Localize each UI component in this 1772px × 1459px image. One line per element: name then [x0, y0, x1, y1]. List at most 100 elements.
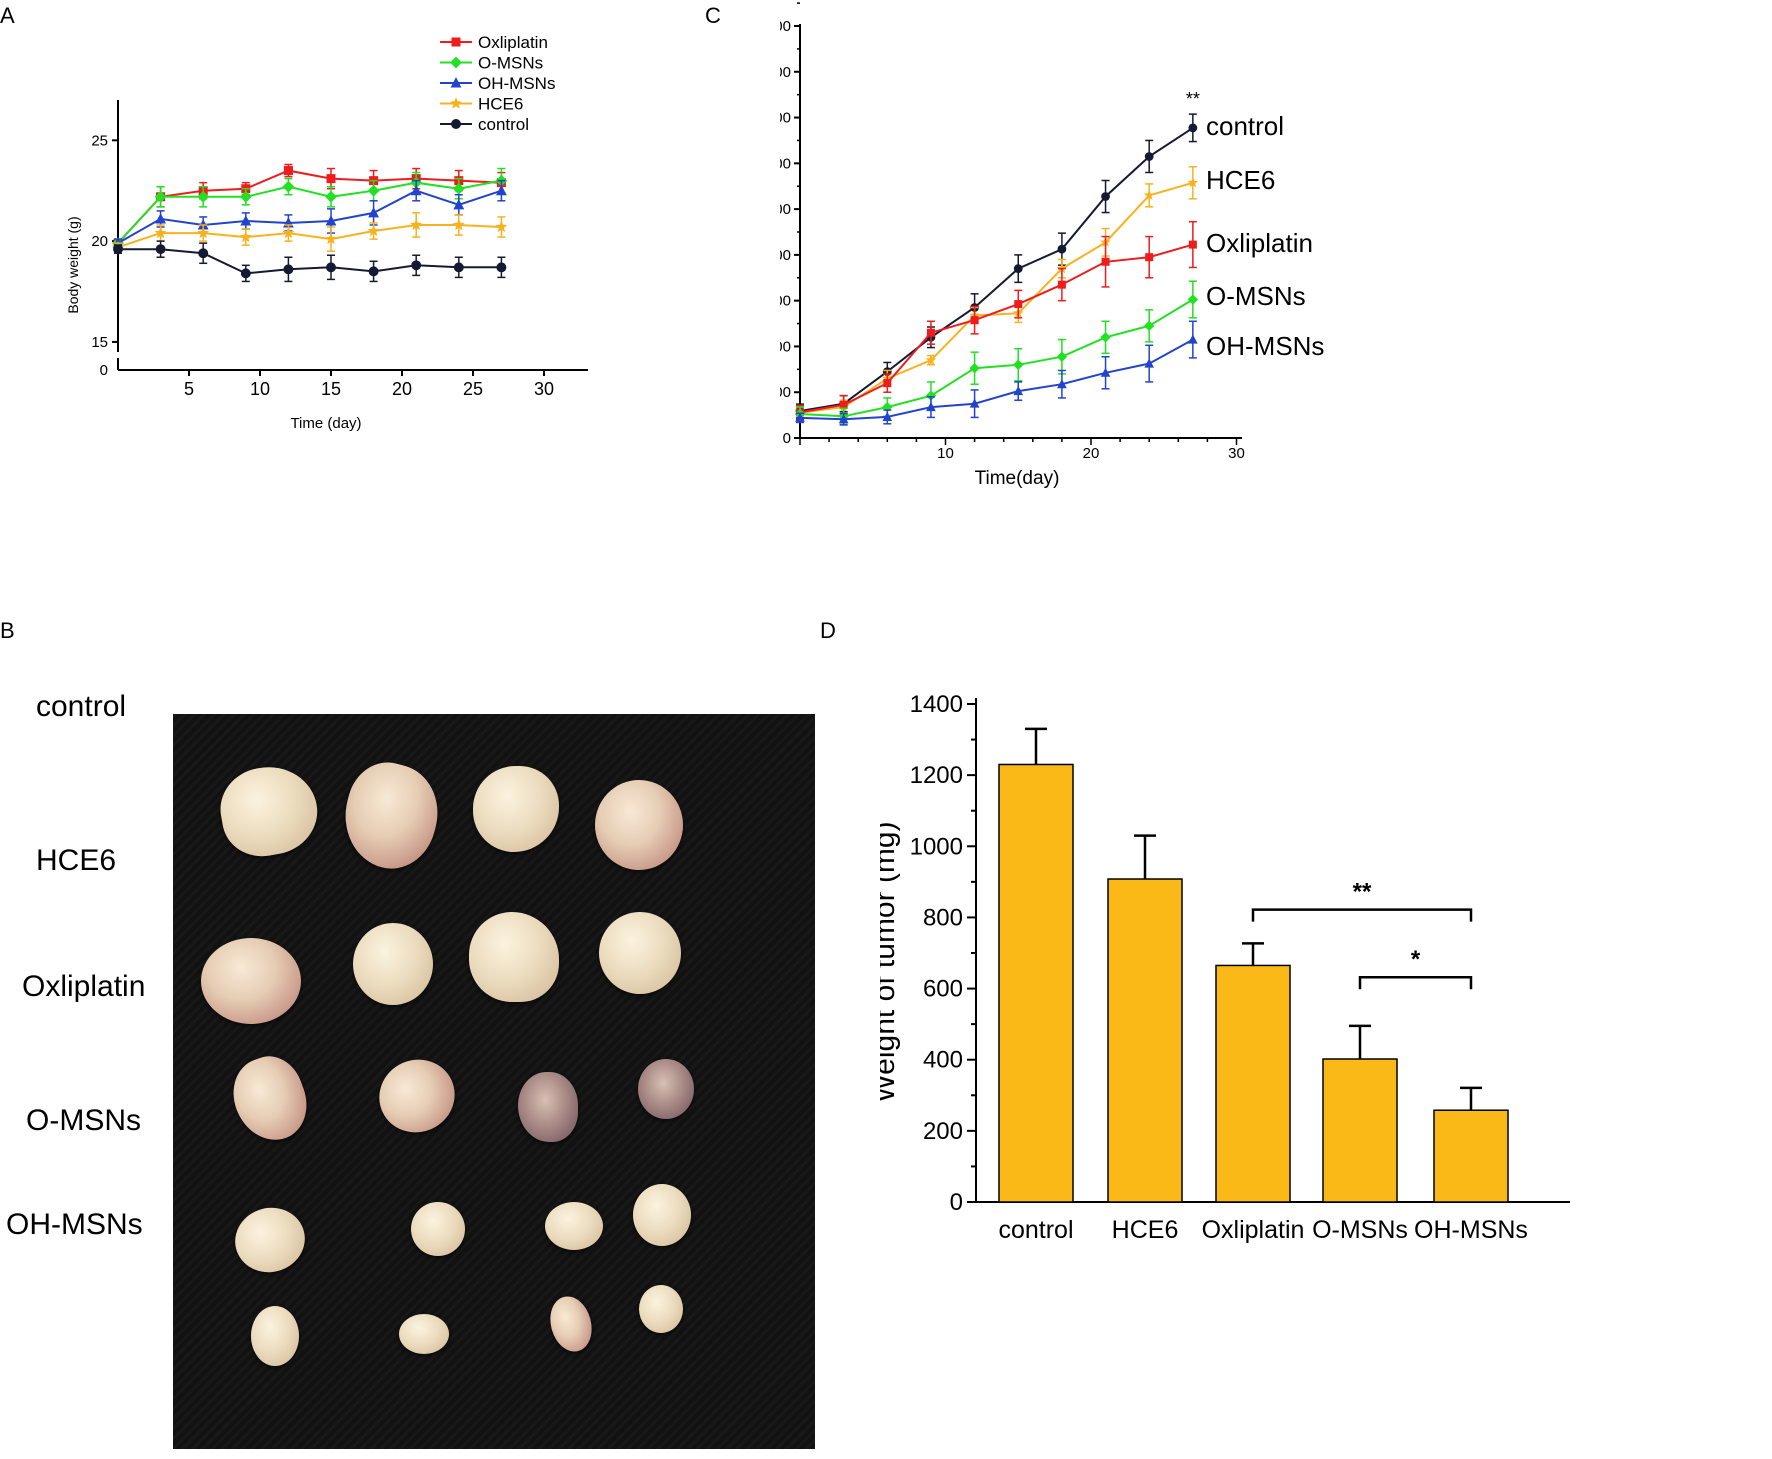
series-o-msns: [112, 167, 508, 249]
data-point: [1057, 244, 1067, 254]
y-axis-title: Body weight (g): [65, 216, 81, 313]
x-tick-label: O-MSNs: [1312, 1216, 1408, 1244]
row-label-control: control: [36, 690, 127, 723]
data-point: [155, 213, 166, 224]
data-point: [154, 226, 167, 239]
panel-letter-d: D: [820, 618, 836, 643]
data-point: [926, 328, 935, 337]
data-point: [368, 266, 379, 277]
significance-bracket: [1251, 908, 1473, 922]
legend-marker: [451, 119, 461, 129]
y-tick-label: 800: [923, 904, 963, 931]
y-tick-label: 1800: [780, 18, 791, 35]
significance-label: *: [1411, 946, 1421, 973]
tumor-weight-chart: 0 200 400 600 800 1000 1200 1400 Weight of tumor…: [868, 691, 1570, 1244]
data-point: [452, 182, 465, 195]
significance-marker: **: [1186, 89, 1200, 109]
tumor-sample: [251, 1306, 299, 1366]
series-hce6: [794, 166, 1199, 421]
data-point: [1187, 294, 1199, 305]
data-point: [838, 414, 849, 424]
data-point: [197, 226, 210, 239]
y-tick-label: 0: [950, 1189, 963, 1216]
data-point: [453, 262, 464, 273]
data-point: [1013, 359, 1024, 370]
data-point: [839, 400, 848, 409]
data-point: [367, 184, 380, 197]
y-axis-title: Weight of tumor (mg): [880, 821, 901, 1102]
data-point: [969, 362, 980, 374]
x-tick-label: Oxliplatin: [1202, 1216, 1305, 1244]
legend-marker: [450, 56, 462, 69]
series-o-msns: [794, 280, 1199, 426]
panel-b: B control HCE6 Oxliplatin O-MSNs OH-MSNs: [0, 618, 840, 1454]
data-point: [970, 316, 979, 325]
y-tick-label: 1600: [780, 64, 791, 81]
legend-label: control: [478, 115, 529, 134]
series-line: [799, 243, 1194, 414]
data-point: [495, 220, 508, 233]
series-line: [117, 189, 502, 244]
data-point: [282, 180, 295, 193]
data-point: [1013, 385, 1024, 396]
bar-oxliplatin: [1215, 964, 1291, 1203]
data-point: [240, 268, 251, 279]
tumor-sample: [473, 766, 559, 852]
y-tick-label: 1400: [780, 110, 791, 127]
x-tick-label: 10: [250, 379, 270, 399]
body-weight-chart: 15 20 25 0 5 10 15 20 25 30 Time (day) Body weight …: [65, 33, 588, 432]
tumor-sample: [638, 1059, 694, 1119]
x-tick-label: 25: [463, 379, 483, 399]
series-label-oxliplatin: Oxliplatin: [1206, 228, 1313, 258]
row-label-hce6: HCE6: [36, 844, 117, 877]
y-tick-label: 0: [783, 430, 791, 447]
legend-label: HCE6: [478, 95, 523, 114]
data-point: [326, 174, 336, 184]
y-tick-label: 1000: [780, 201, 791, 218]
data-point: [926, 401, 936, 412]
series-label-o-msns: O-MSNs: [1206, 281, 1306, 311]
data-point: [1144, 358, 1154, 368]
data-point: [198, 248, 209, 259]
tumor-sample: [599, 912, 681, 994]
series-line: [117, 224, 502, 249]
data-point: [326, 262, 336, 273]
tumor-sample: [544, 1291, 598, 1357]
data-point: [283, 264, 294, 275]
x-axis-title: Time(day): [975, 468, 1060, 489]
data-point: [1188, 240, 1197, 249]
data-point: [452, 218, 465, 231]
legend-marker: [450, 77, 462, 88]
data-point: [240, 215, 252, 226]
tumor-sample: [333, 753, 449, 879]
data-point: [496, 184, 507, 196]
panel-letter-c: C: [705, 3, 721, 28]
legend-label: OH-MSNs: [478, 74, 555, 93]
row-label-o-msns: O-MSNs: [26, 1104, 141, 1137]
data-point: [155, 244, 166, 255]
row-label-oxliplatin: Oxliplatin: [22, 970, 146, 1003]
data-point: [410, 184, 422, 196]
data-point: [1188, 334, 1198, 344]
data-point: [1145, 253, 1154, 262]
tumor-sample: [201, 938, 301, 1024]
series-label-control: control: [1206, 111, 1284, 141]
tumor-sample: [214, 759, 324, 863]
legend-label: O-MSNs: [478, 54, 543, 73]
series-oxliplatin: [796, 220, 1197, 420]
tumor-sample: [222, 1047, 318, 1151]
data-point: [1100, 332, 1111, 343]
tumor-sample: [595, 780, 683, 870]
data-point: [1057, 280, 1066, 289]
data-point: [1101, 192, 1110, 201]
data-point: [1101, 257, 1110, 266]
tumor-volume-chart: 0 200 400 600 800 1000 1200 1400 1600 1800 10 20 30 T…: [726, 2, 1324, 489]
data-point: [325, 232, 337, 245]
series-line: [118, 248, 502, 275]
data-point: [1056, 351, 1068, 362]
data-point: [1187, 177, 1199, 188]
data-point: [1013, 264, 1023, 274]
y-tick-label: 1200: [910, 762, 963, 789]
x-axis-title: Time (day): [290, 415, 361, 432]
data-point: [239, 230, 252, 243]
